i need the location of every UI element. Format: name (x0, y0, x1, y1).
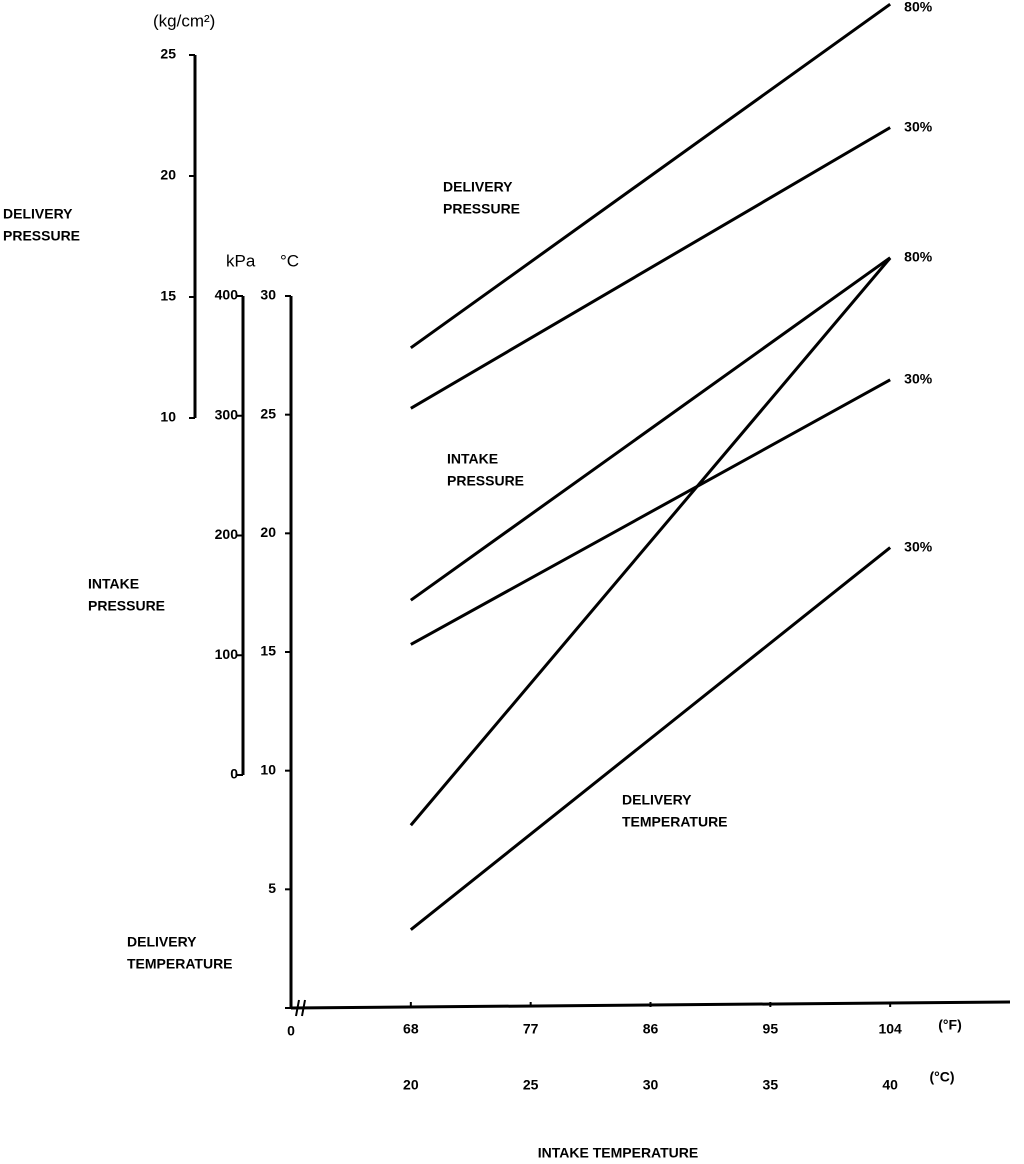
series-line (410, 126, 891, 410)
y-tick-label: 15 (260, 643, 276, 659)
y-axis-title: INTAKE (88, 576, 139, 592)
y-tick-label: 100 (215, 646, 239, 662)
series-label: 30% (904, 371, 933, 387)
y-tick-label: 300 (215, 406, 239, 422)
annotation: TEMPERATURE (622, 814, 728, 830)
y-tick-label: 15 (160, 288, 176, 304)
y-tick-label: 20 (260, 524, 276, 540)
y-tick-label: 0 (287, 1023, 295, 1039)
series-line (410, 378, 891, 646)
x2-tick-label: 68 (403, 1021, 419, 1037)
series-label: 80% (904, 248, 933, 264)
series-line (409, 256, 892, 602)
y-tick-label: 5 (268, 880, 276, 896)
y-axis-title: DELIVERY (127, 934, 197, 950)
y-tick-label: 20 (160, 167, 176, 183)
y-axis-unit: kPa (226, 251, 256, 270)
y-axis-title: PRESSURE (3, 228, 80, 244)
annotation: PRESSURE (443, 201, 520, 217)
y-axis-unit: (kg/cm²) (153, 11, 215, 30)
series-label: 30% (904, 118, 933, 134)
y-axis-title: PRESSURE (88, 598, 165, 614)
y-axis-title: DELIVERY (3, 206, 73, 222)
x2-tick-label: 95 (763, 1021, 779, 1037)
x2-tick-label: 86 (643, 1021, 659, 1037)
x-axis-title: INTAKE TEMPERATURE (538, 1145, 698, 1161)
y-tick-label: 400 (215, 287, 239, 303)
series-line (409, 546, 892, 931)
y-tick-label: 10 (160, 409, 176, 425)
y-axis-title: TEMPERATURE (127, 956, 233, 972)
x2-tick-label: 77 (523, 1021, 539, 1037)
x-tick-label: 35 (763, 1077, 779, 1093)
series-line (409, 2, 892, 350)
x-unit: (°C) (929, 1069, 954, 1085)
x2-unit: (°F) (938, 1017, 961, 1033)
y-tick-label: 10 (260, 761, 276, 777)
y-tick-label: 30 (260, 287, 276, 303)
annotation: INTAKE (447, 451, 498, 467)
x-tick-label: 25 (523, 1077, 539, 1093)
x-tick-label: 40 (882, 1077, 898, 1093)
series-label: 80% (904, 0, 933, 15)
annotation: PRESSURE (447, 473, 524, 489)
x-tick-label: 30 (643, 1077, 659, 1093)
y-tick-label: 25 (260, 405, 276, 421)
axis-break (295, 999, 306, 1017)
y-tick-label: 0 (230, 766, 238, 782)
y-tick-label: 200 (215, 526, 239, 542)
series-line (409, 257, 892, 827)
annotation: DELIVERY (622, 792, 692, 808)
annotation: DELIVERY (443, 179, 513, 195)
x-tick-label: 20 (403, 1077, 419, 1093)
y-axis-unit: °C (280, 251, 299, 270)
x2-tick-label: 104 (878, 1021, 902, 1037)
series-label: 30% (904, 538, 933, 554)
y-tick-label: 25 (160, 46, 176, 62)
